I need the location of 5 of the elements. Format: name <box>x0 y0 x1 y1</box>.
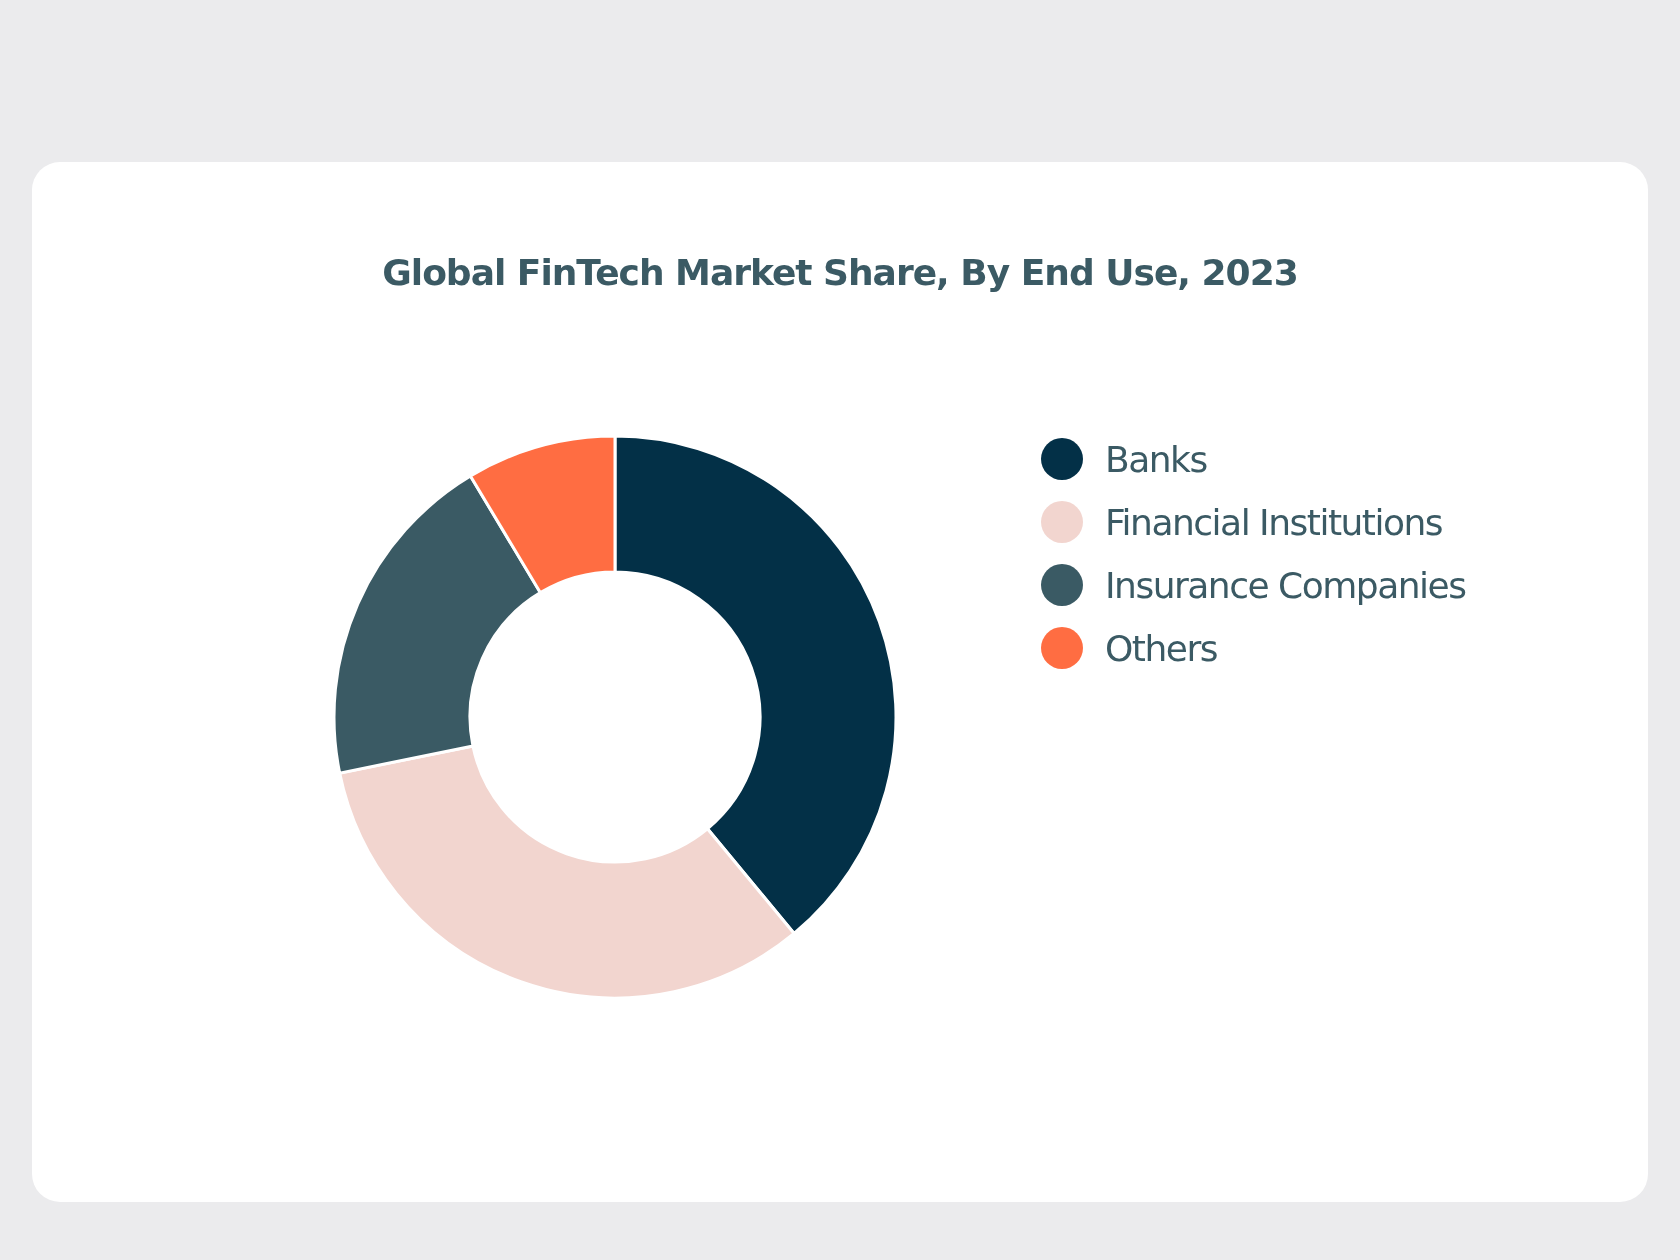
chart-title: Global FinTech Market Share, By End Use, 2023 <box>382 252 1298 293</box>
legend-label: Others <box>1105 627 1217 669</box>
legend-label: Insurance Companies <box>1105 564 1466 606</box>
legend-label: Banks <box>1105 438 1207 480</box>
legend-label: Financial Institutions <box>1105 501 1443 543</box>
